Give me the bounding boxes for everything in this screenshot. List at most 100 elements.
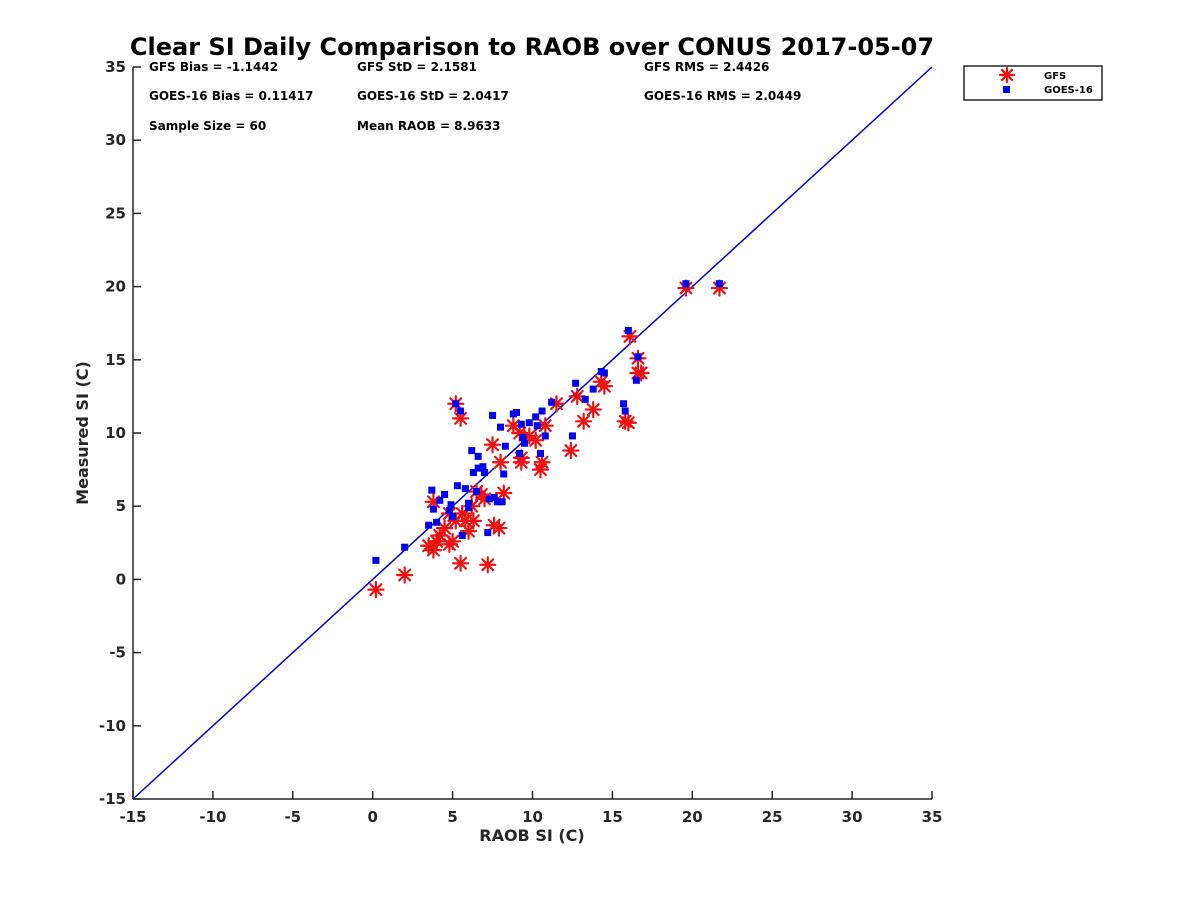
gfs-point [367, 581, 385, 599]
chart-title: Clear SI Daily Comparison to RAOB over C… [130, 33, 934, 61]
goes16-point [452, 400, 460, 408]
goes16-point [538, 407, 546, 415]
goes16-point [447, 501, 455, 509]
goes16-point [500, 470, 508, 478]
stat-gfs-std: GFS StD = 2.1581 [357, 60, 477, 74]
goes16-point [484, 529, 492, 537]
goes16-point [715, 280, 723, 288]
goes16-point [501, 442, 509, 450]
legend-box [963, 65, 1103, 101]
stats-block: GFS Bias = -1.1442 GFS StD = 2.1581 GFS … [149, 60, 801, 133]
stat-goes-rms: GOES-16 RMS = 2.0449 [644, 89, 801, 103]
x-tick-label: -5 [284, 808, 301, 826]
goes16-point [436, 496, 444, 504]
goes16-point [600, 369, 608, 377]
legend-goes16-marker [1003, 86, 1010, 93]
goes16-point [441, 490, 449, 498]
gfs-point [527, 431, 545, 449]
goes16-point [468, 447, 476, 455]
stat-gfs-bias: GFS Bias = -1.1442 [149, 60, 278, 74]
goes16-point [589, 385, 597, 393]
goes16-series [372, 280, 723, 564]
y-tick-label: 35 [105, 58, 126, 76]
goes16-point [498, 498, 506, 506]
y-axis-label: Measured SI (C) [73, 361, 92, 505]
x-tick-label: 5 [447, 808, 457, 826]
goes16-point [372, 556, 380, 564]
goes16-point [485, 495, 493, 503]
x-tick-label: 20 [682, 808, 703, 826]
legend-gfs-marker [998, 66, 1016, 84]
gfs-point [483, 436, 502, 454]
goes16-point [548, 398, 556, 406]
x-tick-label: 30 [842, 808, 863, 826]
legend-gfs-label: GFS [1044, 71, 1066, 82]
y-tick-label: 0 [116, 570, 126, 588]
legend: GFS GOES-16 [963, 65, 1103, 101]
x-tick-label: -10 [199, 808, 226, 826]
goes16-point [445, 507, 453, 515]
goes16-point [682, 280, 690, 288]
gfs-point [451, 554, 470, 572]
goes16-point [429, 505, 437, 513]
goes16-point [493, 498, 501, 506]
gfs-point [490, 519, 508, 537]
x-tick-label: 35 [922, 808, 943, 826]
stat-gfs-rms: GFS RMS = 2.4426 [644, 60, 769, 74]
goes16-point [533, 422, 541, 430]
goes16-point [465, 504, 473, 512]
y-tick-label: 15 [105, 351, 126, 369]
goes16-point [620, 400, 628, 408]
goes16-point [517, 420, 525, 428]
goes16-point [541, 432, 549, 440]
goes16-point [428, 486, 436, 494]
x-ticks: -15 -10 -5 0 5 10 15 20 25 30 35 [119, 791, 942, 826]
gfs-point [444, 532, 462, 550]
legend-goes16-label: GOES-16 [1044, 85, 1093, 96]
gfs-point [512, 453, 530, 471]
goes16-point [458, 531, 466, 539]
x-axis-label: RAOB SI (C) [479, 826, 584, 845]
gfs-point [710, 279, 729, 297]
gfs-point [619, 414, 637, 432]
goes16-point [521, 439, 529, 447]
y-tick-label: -5 [109, 644, 126, 662]
goes16-point [453, 482, 461, 490]
x-tick-label: 15 [602, 808, 623, 826]
x-tick-label: 10 [522, 808, 543, 826]
x-tick-label: -15 [119, 808, 146, 826]
goes16-point [581, 395, 589, 403]
goes16-point [433, 518, 441, 526]
goes16-point [469, 469, 477, 477]
y-tick-label: -15 [99, 790, 126, 808]
goes16-point [473, 488, 481, 496]
goes16-point [536, 449, 544, 457]
goes16-point [457, 407, 465, 415]
gfs-point [495, 484, 513, 502]
goes16-point [489, 411, 497, 419]
gfs-point [584, 400, 602, 419]
gfs-point [436, 519, 454, 537]
stat-goes-bias: GOES-16 Bias = 0.11417 [149, 89, 313, 103]
goes16-point [490, 493, 498, 501]
gfs-point [562, 441, 580, 460]
goes16-point [474, 464, 482, 472]
goes16-point [519, 433, 527, 441]
gfs-point [491, 453, 510, 471]
gfs-point [479, 556, 497, 574]
legend-gfs-asterisk [998, 66, 1016, 84]
y-tick-label: 5 [116, 497, 126, 515]
goes16-point [479, 463, 487, 471]
goes16-point [465, 499, 473, 507]
goes16-point [634, 353, 642, 361]
gfs-point [592, 373, 610, 391]
goes16-point [516, 449, 524, 457]
goes16-point [621, 407, 629, 415]
goes16-point [572, 379, 580, 387]
goes16-point [568, 432, 576, 440]
gfs-point [533, 453, 551, 471]
y-tick-label: 30 [105, 131, 126, 149]
goes16-point [624, 327, 632, 335]
goes16-point [474, 452, 482, 460]
stat-goes-std: GOES-16 StD = 2.0417 [357, 89, 509, 103]
